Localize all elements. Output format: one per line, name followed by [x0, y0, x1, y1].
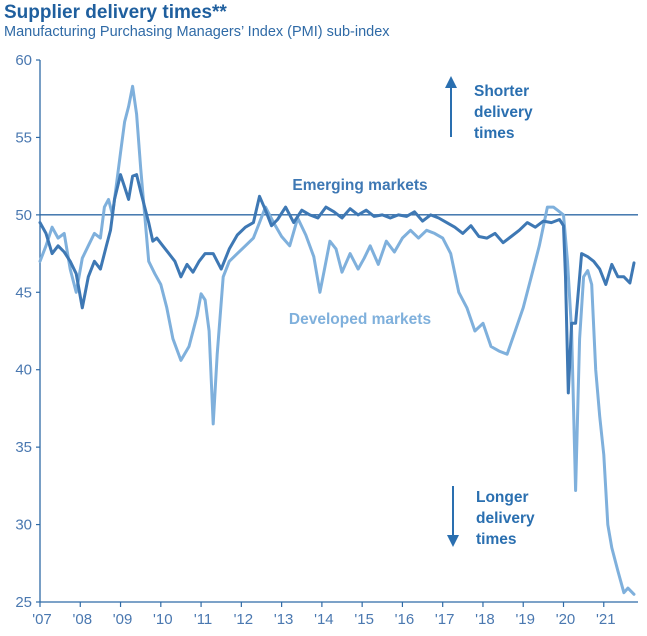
annotation-longer-line1: Longer: [476, 489, 529, 506]
annotation-longer-line3: times: [476, 531, 517, 548]
x-tick-label-2014: '14: [314, 611, 334, 628]
chart-title: Supplier delivery times**: [4, 2, 227, 23]
legend-developed-markets: Developed markets: [289, 311, 431, 328]
y-tick-label-25: 25: [15, 594, 32, 611]
annotation-shorter-line3: times: [474, 125, 515, 142]
x-tick-label-2010: '10: [153, 611, 173, 628]
annotation-shorter-line1: Shorter: [474, 83, 529, 100]
x-tick-label-2007: '07: [32, 611, 52, 628]
x-tick-label-2011: '11: [194, 611, 212, 628]
y-tick-label-35: 35: [15, 439, 32, 456]
series-layer: [38, 84, 636, 596]
x-tick-label-2018: '18: [475, 611, 495, 628]
x-tick-label-2015: '15: [354, 611, 374, 628]
x-tick-label-2012: '12: [234, 611, 254, 628]
y-tick-label-60: 60: [15, 52, 32, 69]
y-tick-label-45: 45: [15, 284, 32, 301]
x-tick-label-2009: '09: [113, 611, 133, 628]
x-tick-label-2021: '21: [596, 611, 616, 628]
x-tick-label-2013: '13: [274, 611, 294, 628]
y-tick-label-30: 30: [15, 517, 32, 534]
annotation-shorter-line2: delivery: [474, 104, 533, 121]
y-tick-label-55: 55: [15, 129, 32, 146]
x-tick-label-2017: '17: [435, 611, 455, 628]
axes-layer: 25 30 35 40 45 50 55 60 '07 '08 '09 '10 '11 '12 '13 '14…: [15, 52, 638, 628]
emerging-markets-line: [38, 173, 636, 395]
chart-subtitle: Manufacturing Purchasing Managers’ Index…: [4, 24, 390, 40]
arrow-up-icon: [445, 76, 457, 137]
y-tick-label-50: 50: [15, 207, 32, 224]
x-tick-label-2019: '19: [515, 611, 535, 628]
developed-markets-line: [38, 84, 636, 596]
x-tick-label-2016: '16: [395, 611, 415, 628]
y-tick-label-40: 40: [15, 362, 32, 379]
x-tick-label-2020: '20: [556, 611, 576, 628]
x-tick-label-2008: '08: [72, 611, 92, 628]
arrow-down-icon: [447, 486, 459, 547]
annotation-longer-line2: delivery: [476, 510, 535, 527]
legend-emerging-markets: Emerging markets: [292, 177, 427, 194]
